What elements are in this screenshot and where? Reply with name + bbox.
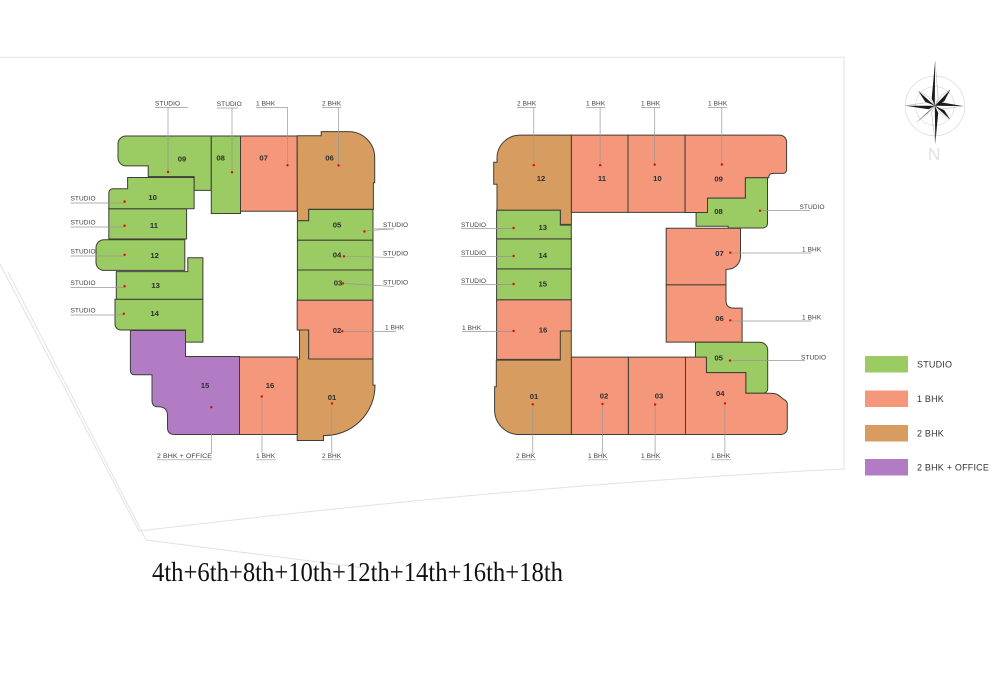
svg-text:STUDIO: STUDIO bbox=[383, 251, 408, 258]
svg-text:11: 11 bbox=[598, 174, 607, 183]
svg-text:1 BHK: 1 BHK bbox=[256, 101, 276, 108]
svg-text:2 BHK: 2 BHK bbox=[917, 429, 944, 439]
svg-text:STUDIO: STUDIO bbox=[801, 354, 826, 361]
svg-text:STUDIO: STUDIO bbox=[71, 220, 96, 227]
svg-text:2 BHK: 2 BHK bbox=[322, 453, 342, 460]
svg-text:06: 06 bbox=[325, 154, 334, 163]
svg-text:STUDIO: STUDIO bbox=[217, 101, 242, 108]
svg-text:STUDIO: STUDIO bbox=[71, 280, 96, 287]
svg-text:STUDIO: STUDIO bbox=[383, 222, 408, 229]
svg-text:STUDIO: STUDIO bbox=[461, 250, 486, 257]
svg-text:1 BHK: 1 BHK bbox=[802, 314, 822, 321]
svg-text:08: 08 bbox=[714, 207, 723, 216]
svg-text:15: 15 bbox=[201, 381, 210, 390]
svg-text:12: 12 bbox=[537, 174, 546, 183]
svg-text:1 BHK: 1 BHK bbox=[462, 325, 482, 332]
svg-text:14: 14 bbox=[150, 309, 159, 318]
svg-text:07: 07 bbox=[259, 154, 268, 163]
svg-text:STUDIO: STUDIO bbox=[155, 101, 180, 108]
svg-text:09: 09 bbox=[178, 155, 187, 164]
svg-text:1 BHK: 1 BHK bbox=[802, 246, 822, 253]
svg-text:2 BHK: 2 BHK bbox=[516, 453, 536, 460]
svg-text:1 BHK: 1 BHK bbox=[641, 101, 661, 108]
svg-text:14: 14 bbox=[539, 251, 548, 260]
svg-text:05: 05 bbox=[714, 354, 723, 363]
svg-text:01: 01 bbox=[530, 392, 539, 401]
svg-text:1 BHK: 1 BHK bbox=[256, 453, 276, 460]
svg-text:01: 01 bbox=[328, 393, 337, 402]
svg-text:STUDIO: STUDIO bbox=[71, 196, 96, 203]
svg-text:STUDIO: STUDIO bbox=[461, 278, 486, 285]
svg-text:2 BHK + OFFICE: 2 BHK + OFFICE bbox=[917, 463, 989, 473]
svg-text:10: 10 bbox=[148, 193, 157, 202]
svg-text:1 BHK: 1 BHK bbox=[711, 453, 731, 460]
svg-text:16: 16 bbox=[266, 381, 275, 390]
svg-text:13: 13 bbox=[539, 223, 548, 232]
svg-text:04: 04 bbox=[333, 251, 342, 260]
svg-text:1 BHK: 1 BHK bbox=[708, 101, 728, 108]
svg-text:STUDIO: STUDIO bbox=[71, 249, 96, 256]
svg-text:02: 02 bbox=[333, 326, 342, 335]
svg-text:15: 15 bbox=[539, 279, 548, 288]
svg-text:04: 04 bbox=[716, 389, 725, 398]
svg-text:07: 07 bbox=[715, 249, 724, 258]
svg-text:1 BHK: 1 BHK bbox=[641, 453, 661, 460]
svg-text:05: 05 bbox=[333, 221, 342, 230]
svg-text:N: N bbox=[928, 144, 941, 164]
svg-text:1 BHK: 1 BHK bbox=[588, 453, 608, 460]
svg-text:1 BHK: 1 BHK bbox=[586, 101, 606, 108]
svg-text:STUDIO: STUDIO bbox=[917, 360, 952, 370]
svg-text:11: 11 bbox=[150, 221, 159, 230]
svg-text:STUDIO: STUDIO bbox=[461, 222, 486, 229]
svg-text:10: 10 bbox=[653, 174, 662, 183]
svg-text:STUDIO: STUDIO bbox=[71, 308, 96, 315]
svg-text:2 BHK: 2 BHK bbox=[322, 101, 342, 108]
svg-text:STUDIO: STUDIO bbox=[800, 204, 825, 211]
svg-text:12: 12 bbox=[150, 251, 159, 260]
svg-text:STUDIO: STUDIO bbox=[383, 280, 408, 287]
svg-text:4th+6th+8th+10th+12th+14th+16t: 4th+6th+8th+10th+12th+14th+16th+18th bbox=[152, 557, 563, 587]
svg-text:16: 16 bbox=[539, 325, 548, 334]
svg-text:03: 03 bbox=[655, 392, 664, 401]
svg-text:13: 13 bbox=[151, 281, 160, 290]
svg-text:08: 08 bbox=[216, 154, 225, 163]
svg-text:1 BHK: 1 BHK bbox=[385, 325, 405, 332]
svg-text:03: 03 bbox=[334, 279, 343, 288]
svg-text:06: 06 bbox=[715, 314, 724, 323]
svg-text:09: 09 bbox=[714, 175, 723, 184]
svg-text:02: 02 bbox=[600, 391, 609, 400]
svg-text:2 BHK: 2 BHK bbox=[517, 101, 537, 108]
svg-text:2 BHK + OFFICE: 2 BHK + OFFICE bbox=[157, 453, 213, 460]
svg-text:1 BHK: 1 BHK bbox=[917, 394, 944, 404]
